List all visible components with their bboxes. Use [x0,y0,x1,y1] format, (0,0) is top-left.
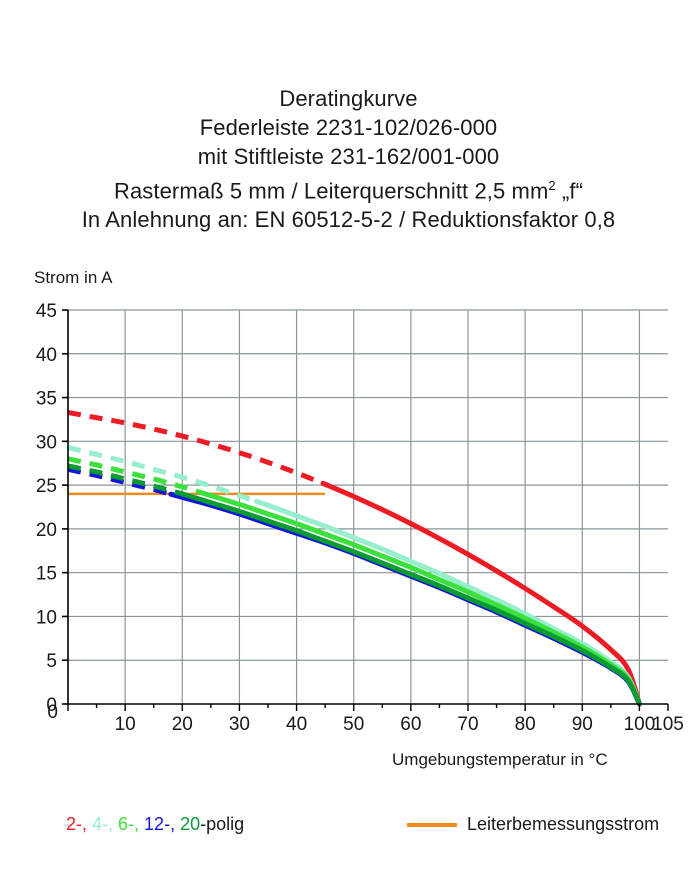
origin-tick-label: 0 [47,702,58,723]
y-axis-title: Strom in A [34,268,113,287]
y-axis-tick-label: 20 [36,520,57,541]
series-line-4-polig [254,498,642,707]
legend-label-part-1: 4-, [92,814,119,834]
y-axis-tick-label: 25 [36,476,57,497]
y-axis-tick-label: 0 [46,695,57,716]
title-line-4-text: Rastermaß 5 mm / Leiterquerschnitt 2,5 m… [113,178,549,204]
legend-label-part-3: 12-, [144,814,181,834]
x-axis-tick-label: 10 [115,714,136,735]
legend-label-part-4: 20 [180,814,201,834]
legend-label-part-0: 2-, [66,814,93,834]
title-line-4-superscript: 2 [548,178,556,193]
chart-title-block: Deratingkurve Federleiste 2231-102/026-0… [0,84,697,234]
y-axis-tick-label: 15 [36,564,57,585]
y-axis-tick-label: 40 [36,345,57,366]
legend-rated-current: Leiterbemessungsstrom [407,814,659,835]
legend-label-part-2: 6-, [118,814,145,834]
title-line-4: Rastermaß 5 mm / Leiterquerschnitt 2,5 m… [0,171,697,205]
title-line-1: Deratingkurve [279,86,418,111]
x-axis-tick-label: 30 [229,714,250,735]
series-line-dashed-20-polig [67,463,187,497]
rated-current-label: Leiterbemessungsstrom [467,814,660,834]
series-line-20-polig [177,490,642,707]
x-axis-tick-label: 40 [286,714,307,735]
x-axis-title: Umgebungstemperatur in °C [392,750,608,769]
legend-label-part-5: -polig [200,814,245,834]
y-axis-tick-label: 35 [36,389,57,410]
title-line-3: mit Stiftleiste 231-162/001-000 [197,144,500,169]
series-line-12-polig [168,491,642,707]
x-axis-tick-label: 60 [400,714,421,735]
series-line-dashed-6-polig [67,456,216,499]
series-line-dashed-2-polig [67,409,330,488]
legend-series-labels: 2-, 4-, 6-, 12-, 20-polig [66,814,244,835]
x-axis-tick-label: 105 [652,714,684,735]
title-line-5: In Anlehnung an: EN 60512-5-2 / Reduktio… [81,207,616,233]
title-line-2: Federleiste 2231-102/026-000 [199,115,498,140]
y-axis-tick-label: 10 [36,607,57,628]
x-axis-tick-label: 80 [515,714,536,735]
chart-legend: 2-, 4-, 6-, 12-, 20-polig Leiterbemessun… [0,812,697,846]
series-line-dashed-12-polig [67,466,172,497]
series-line-2-polig [320,480,642,707]
x-axis-tick-label: 90 [572,714,593,735]
y-axis-tick-label: 5 [46,651,57,672]
title-line-4-suffix: „f“ [555,178,584,204]
x-axis-tick-label: 100 [624,714,656,735]
series-line-6-polig [206,492,642,707]
x-axis-tick-label: 50 [343,714,364,735]
x-axis-tick-label: 70 [457,714,478,735]
y-axis-tick-label: 30 [36,432,57,453]
y-axis-tick-label: 45 [36,301,57,322]
x-axis-tick-label: 20 [172,714,193,735]
rated-current-swatch [407,822,457,827]
series-line-dashed-4-polig [67,445,258,504]
